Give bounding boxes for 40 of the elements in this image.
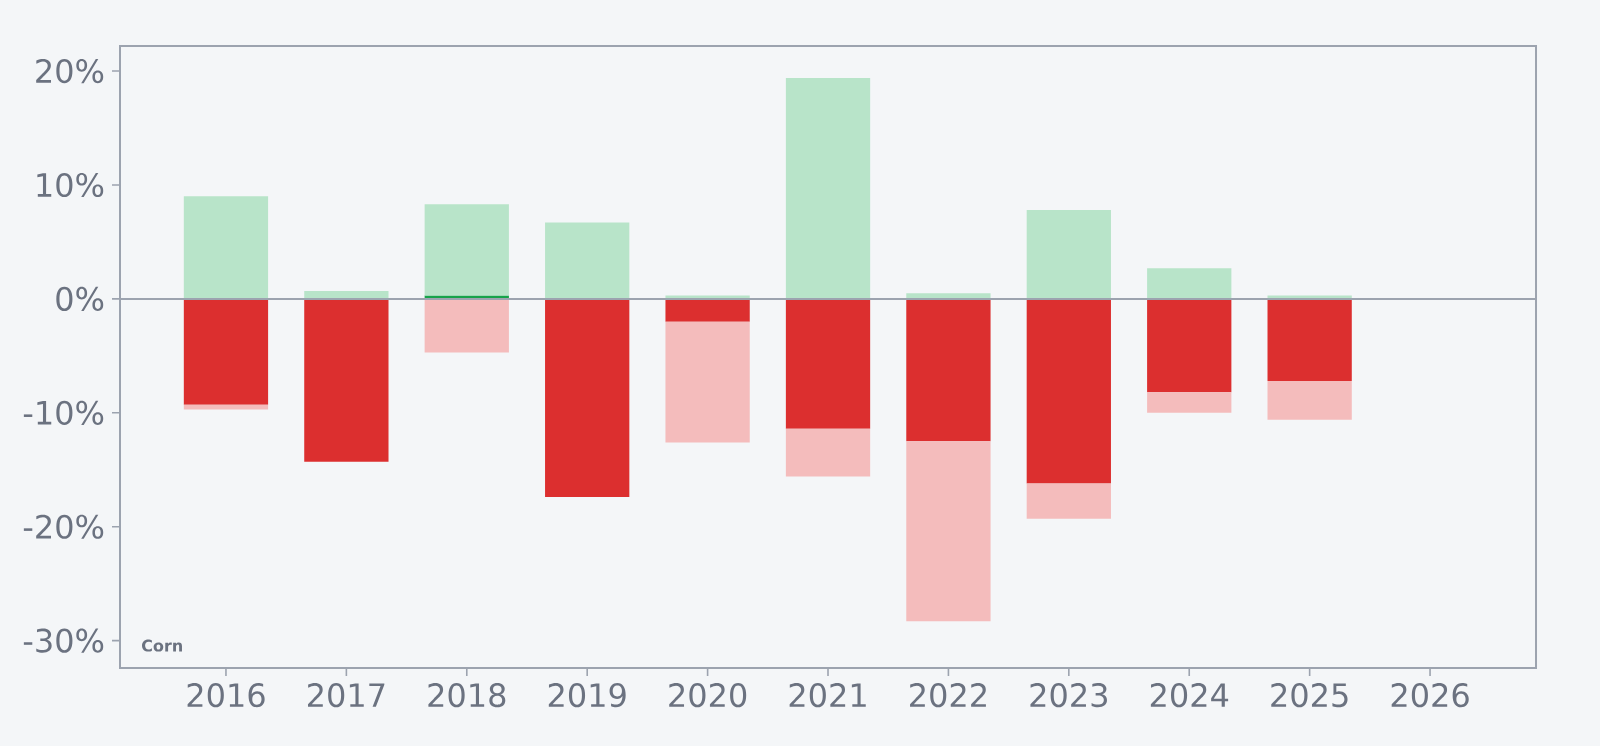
- bar: [1147, 298, 1232, 393]
- bar: [183, 196, 269, 299]
- bar: [1026, 298, 1111, 484]
- x-tick-label: 2025: [1271, 683, 1348, 708]
- y-tick-label: 10%: [37, 172, 104, 198]
- bar: [906, 298, 991, 442]
- bar: [785, 428, 871, 477]
- bar: [545, 298, 630, 498]
- y-tick-label: 0%: [56, 286, 104, 312]
- bar: [545, 222, 630, 299]
- bar: [1267, 298, 1352, 381]
- bar: [906, 441, 991, 622]
- x-tick-label: 2019: [548, 683, 626, 708]
- bar: [183, 298, 269, 405]
- bar: [1147, 268, 1232, 299]
- y-tick-label: 20%: [36, 58, 104, 84]
- x-tick-label: 2017: [307, 683, 385, 708]
- bar: [304, 298, 389, 462]
- bar: [1026, 483, 1111, 519]
- bar: [665, 321, 750, 443]
- x-tick-label: 2024: [1150, 683, 1229, 708]
- x-tick-label: 2026: [1391, 683, 1469, 708]
- bar: [1026, 210, 1111, 299]
- x-tick-label: 2018: [428, 683, 506, 708]
- x-tick-label: 2020: [669, 683, 747, 708]
- x-tick-label: 2021: [789, 683, 866, 708]
- bar: [1147, 392, 1232, 413]
- x-tick-label: 2016: [187, 683, 265, 708]
- bar: [424, 204, 509, 296]
- x-tick-label: 2023: [1030, 683, 1107, 708]
- bar: [785, 298, 871, 429]
- bar: [1267, 380, 1352, 420]
- y-tick-label: -20%: [23, 514, 104, 539]
- bar: [424, 298, 509, 353]
- bar: [665, 298, 750, 322]
- x-tick-label: 2022: [910, 683, 986, 708]
- y-tick-label: -30%: [23, 628, 104, 653]
- annotation: Corn: [142, 639, 182, 652]
- bar: [785, 77, 871, 299]
- y-tick-label: -10%: [23, 400, 104, 425]
